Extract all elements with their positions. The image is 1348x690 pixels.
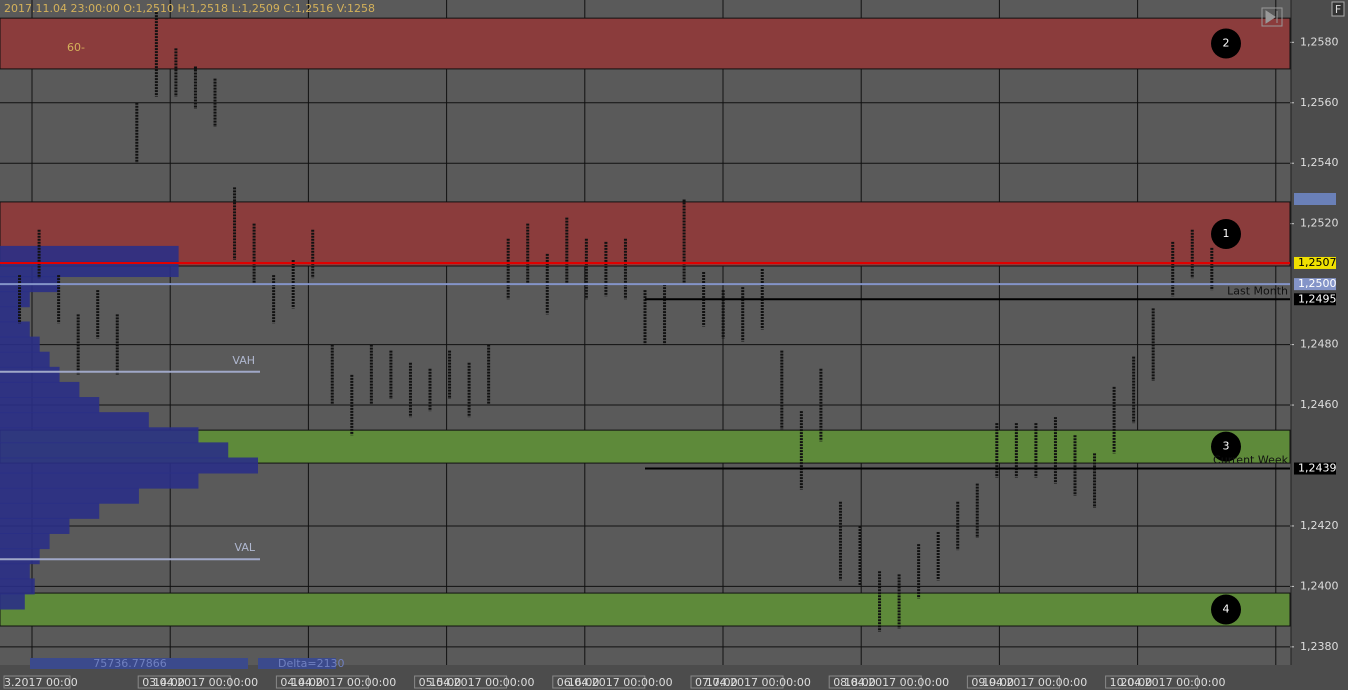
footer-delta: Delta=2130 [278,657,345,670]
y-tick-label: 1,2580 [1300,35,1339,48]
y-tick-label: 1,2380 [1300,640,1339,653]
time-label: 04.04.2017 00:00:00 [280,676,396,689]
price-tag-label: 1,2439 [1298,462,1337,475]
zone [0,201,1291,267]
profile-bar [0,442,229,459]
profile-bar [0,427,199,444]
zone-label: 2 [1223,37,1230,50]
time-label: 14:00 [153,676,185,689]
zone-label: 4 [1223,603,1230,616]
profile-bar [0,533,50,550]
date-box [414,675,508,689]
time-label: 17:00 [706,676,738,689]
price-tag-label: 1,2495 [1298,292,1337,305]
profile-bar [0,397,100,414]
profile-bar [0,245,179,262]
delta-box [258,658,336,669]
y-tick-label: 1,2420 [1300,519,1339,532]
y-tick-label: 1,2560 [1300,96,1339,109]
profile-bar [0,366,60,383]
time-label: 16:00 [568,676,600,689]
profile-bar [0,578,35,595]
date-box [1105,675,1199,689]
zone [0,592,1291,627]
y-tick-label: 1,2540 [1300,156,1339,169]
profile-bar [0,563,30,580]
zone-badge [1211,431,1241,462]
price-axis [1291,0,1348,690]
time-label: 08.04.2017 00:00:00 [833,676,949,689]
profile-bar [0,336,40,353]
profile-bar [0,457,258,474]
volume-box [30,658,248,669]
profile-bar [0,351,50,368]
date-box [966,675,1060,689]
profile-bar [0,593,25,610]
time-label: 3.2017 00:00 [4,676,78,689]
date-box [828,675,922,689]
scroll-end-button[interactable] [1261,7,1283,27]
date-box [690,675,784,689]
time-axis [0,665,1291,690]
ohlc-header: 2017.11.04 23:00:00 O:1,2510 H:1,2518 L:… [4,2,375,15]
price-tag [1294,278,1336,291]
value-area-label: VAL [235,541,256,554]
profile-bar [0,548,40,565]
price-tag-label: 1,2500 [1298,277,1337,290]
profile-bar [0,291,30,308]
y-tick-label: 1,2520 [1300,217,1339,230]
profile-bar [0,502,100,519]
time-label: 18:00 [844,676,876,689]
y-tick-label: 1,2480 [1300,338,1339,351]
date-box [552,675,646,689]
f-label: F [1335,3,1341,16]
zone-badge [1211,594,1241,625]
footer-volume: 75736.77866 [93,657,166,670]
time-label: 10.04.2017 00:00:00 [1110,676,1226,689]
level-label: Current Week [1213,454,1289,467]
time-label: 19:00 [982,676,1014,689]
time-label: 06.04.2017 00:00:00 [557,676,673,689]
scroll-marker [1294,193,1336,205]
price-tag [1294,462,1336,475]
profile-bar [0,306,20,323]
zone [0,17,1291,70]
zone-label: 3 [1223,440,1230,453]
time-label: 03.04.2017 00:00:00 [142,676,258,689]
profile-bar [0,412,149,429]
price-tag [1294,256,1336,269]
price-tag-label: 1,2507 [1298,256,1337,269]
profile-bar [0,321,30,338]
zone-badge [1211,28,1241,59]
time-label: 09.04.2017 00:00:00 [971,676,1087,689]
f-button[interactable] [1331,1,1345,17]
profile-bar [0,487,139,504]
profile-bar [0,381,80,398]
date-box [3,675,71,689]
zone-badge [1211,218,1241,249]
profile-bar [0,517,70,534]
time-label: 07.04.2017 00:00:00 [695,676,811,689]
date-box [275,675,369,689]
time-label: 15:00 [430,676,462,689]
value-area-label: VAH [232,354,255,367]
y-tick-label: 1,2460 [1300,398,1339,411]
profile-bar [0,472,199,489]
time-label: 20:00 [1121,676,1153,689]
time-label: 14:00 [291,676,323,689]
profile-bar [0,261,179,278]
price-tag [1294,293,1336,306]
period-label: 60- [67,41,85,54]
date-box [137,675,231,689]
time-label: 05.04.2017 00:00:00 [419,676,535,689]
level-label: Last Month [1227,284,1288,297]
scroll-end-icon [1265,10,1278,24]
zone-label: 1 [1223,227,1230,240]
y-tick-label: 1,2400 [1300,579,1339,592]
